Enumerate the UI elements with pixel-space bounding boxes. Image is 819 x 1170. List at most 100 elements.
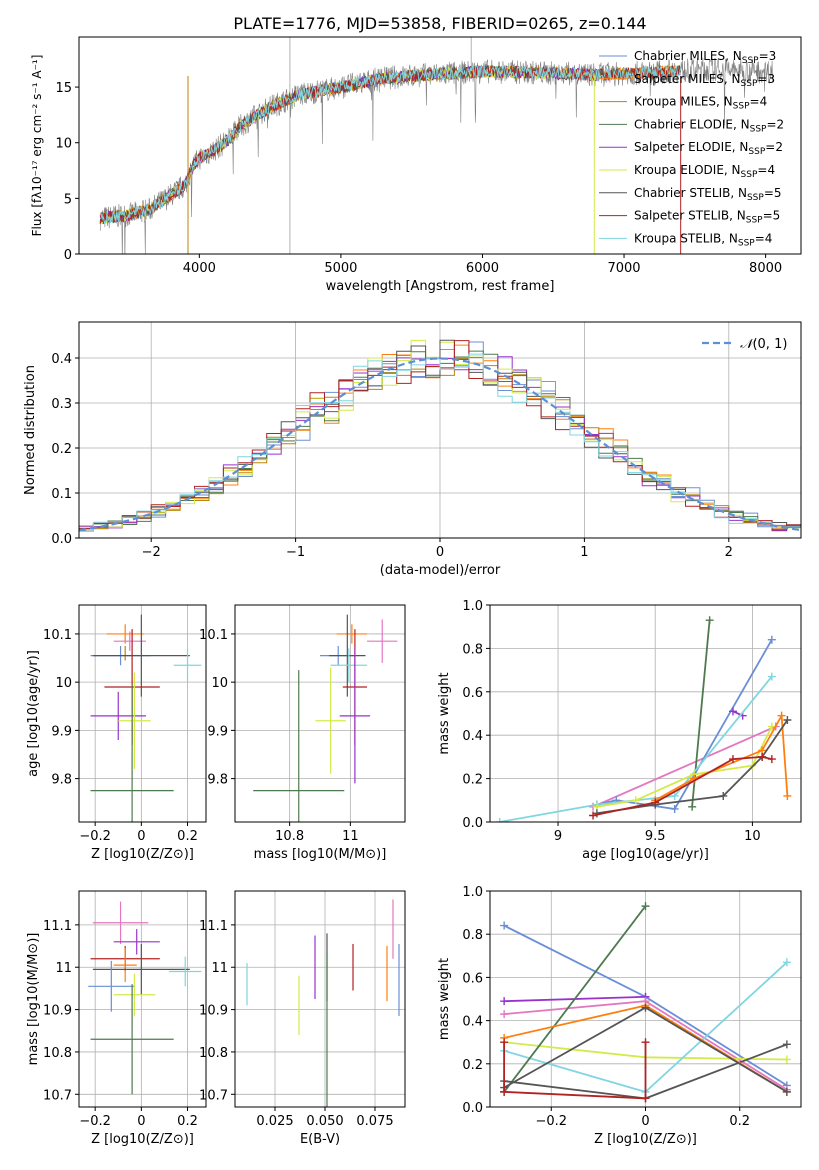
weight-marker [782,1087,791,1096]
axes-frame [234,890,406,1108]
legend-text: (0, 1) [752,337,787,352]
y-tick-label: 1.0 [462,885,483,900]
ebv_mass-points [246,899,400,1107]
y-tick-label: 0.4 [462,1015,483,1030]
x-tick-label: 5000 [324,261,357,276]
x-tick-label: 0.2 [729,1114,750,1129]
weight-line-chabrier_elodie [503,905,647,1093]
weight-marker [500,1010,509,1019]
y-tick-label: 0.8 [462,642,483,657]
z_age-panel: −0.2 0 0.2 9.8 9.9 10 10.1 Z [log10(Z/Z⊙)] age [… [26,604,207,862]
x-tick-label: 9 [554,829,562,844]
y-tick-label: 0.0 [462,1101,483,1116]
legend-text: Chabrier MILES, N [634,49,742,63]
weight-marker [728,755,737,764]
y-tick-label: 5 [64,192,72,207]
x-axis-label: mass [log10(M/M⊙)] [254,847,387,862]
axes-frame [78,604,207,823]
legend-sub: SSP [746,216,763,226]
weight-marker [641,1094,650,1103]
legend-sub: SSP [747,193,764,203]
weight-marker [688,802,697,811]
y-tick-label: 11.1 [43,919,72,934]
legend-text: Kroupa ELODIE, N [634,163,741,177]
weight-marker [767,635,776,644]
x-tick-label: 0 [436,545,444,560]
x-tick-label: 6000 [466,261,499,276]
y-tick-label: 15 [55,81,72,96]
x-tick-label: 0 [641,1114,649,1129]
mass_age-points [253,614,398,822]
weight-marker [728,707,737,716]
weight-marker [670,791,679,800]
legend-text: Salpeter STELIB, N [634,209,746,223]
legend-tail: =4 [750,95,768,109]
legend-entry: Chabrier ELODIE, NSSP=2 [634,117,784,134]
legend-sub: SSP [741,170,758,180]
x-tick-label: −0.2 [79,829,111,844]
weight-marker [500,1038,509,1047]
weight-marker [782,1040,791,1049]
weight-line-chabrier_elodie [691,620,711,807]
z_mass-points [88,901,202,1095]
weight-marker [782,1055,791,1064]
legend-entry: Chabrier MILES, NSSP=3 [634,49,776,66]
x-axis-label: Z [log10(Z/Z⊙)] [594,1132,697,1147]
weight-marker [670,804,679,813]
weight-marker [782,958,791,967]
z_weight-panel: −0.2 0 0.2 0.0 0.2 0.4 0.6 0.8 1.0 Z [log10(Z/Z⊙)… [437,885,802,1147]
y-tick-label: 9.9 [207,724,228,739]
axes-frame [489,604,802,823]
spectrum-panel: 4000 5000 6000 7000 8000 0 5 10 15 wavelength [An… [30,36,802,294]
legend-entry: Salpeter MILES, NSSP=3 [634,72,775,89]
weight-marker [777,711,786,720]
y-tick-label: 9.8 [207,773,228,788]
y-tick-label: 0.8 [462,928,483,943]
legend-text: Chabrier STELIB, N [634,186,747,200]
y-tick-label: 10.8 [43,1046,72,1061]
x-axis-label: E(B-V) [300,1132,340,1147]
figure-title: PLATE=1776, MJD=53858, FIBERID=0265, z=0… [233,14,646,33]
legend-entry: Salpeter STELIB, NSSP=5 [634,209,780,226]
histogram-chabrier_stelib [79,339,801,532]
histogram-series [79,339,801,532]
y-tick-label: 11 [211,961,228,976]
age_weight-series [495,616,792,822]
y-tick-label: 10 [211,676,228,691]
z_mass-panel: −0.2 0 0.2 10.7 10.8 10.9 11 11.1 Z [log10(Z/Z⊙)… [26,890,207,1147]
weight-marker [641,1038,650,1047]
y-tick-label: 9.9 [51,724,72,739]
legend-tail: =3 [759,49,777,63]
mass_age-panel: 10.8 11 9.8 9.9 10 10.1 mass [log10(M/M⊙)] [199,604,406,862]
x-tick-label: 9.5 [645,829,666,844]
y-tick-label: 10.1 [43,628,72,643]
weight-marker [651,798,660,807]
z_weight-series [500,902,791,1103]
weight-marker [631,796,640,805]
y-tick-label: 0.4 [462,729,483,744]
legend-tail: =4 [757,163,775,177]
weight-line-salpeter_stelib [503,1042,647,1100]
x-tick-label: 10.8 [275,829,304,844]
weight-marker [767,672,776,681]
weight-marker [641,902,650,911]
legend-sub: SSP [738,238,755,248]
x-tick-label: 10 [744,829,761,844]
y-tick-label: 10.1 [199,628,228,643]
x-tick-label: 0.2 [177,1114,198,1129]
y-tick-label: 9.8 [51,773,72,788]
legend-text: Salpeter MILES, N [634,72,741,86]
legend-tail: =4 [755,231,773,245]
weight-marker [783,791,792,800]
legend-entry: Kroupa STELIB, NSSP=4 [634,231,772,248]
x-tick-label: 7000 [607,261,640,276]
weight-marker [500,921,509,930]
y-tick-label: 0.6 [462,686,483,701]
legend-entry: Kroupa MILES, NSSP=4 [634,95,767,112]
x-tick-label: 1 [580,545,588,560]
legend-entry: Salpeter ELODIE, NSSP=2 [634,140,783,157]
legend-sub: SSP [742,56,759,66]
y-tick-label: 0.1 [51,487,72,502]
ebv_mass-panel: 0.025 0.050 0.075 10.7 10.8 10.9 11 11.1 E(B-V) [199,890,406,1147]
